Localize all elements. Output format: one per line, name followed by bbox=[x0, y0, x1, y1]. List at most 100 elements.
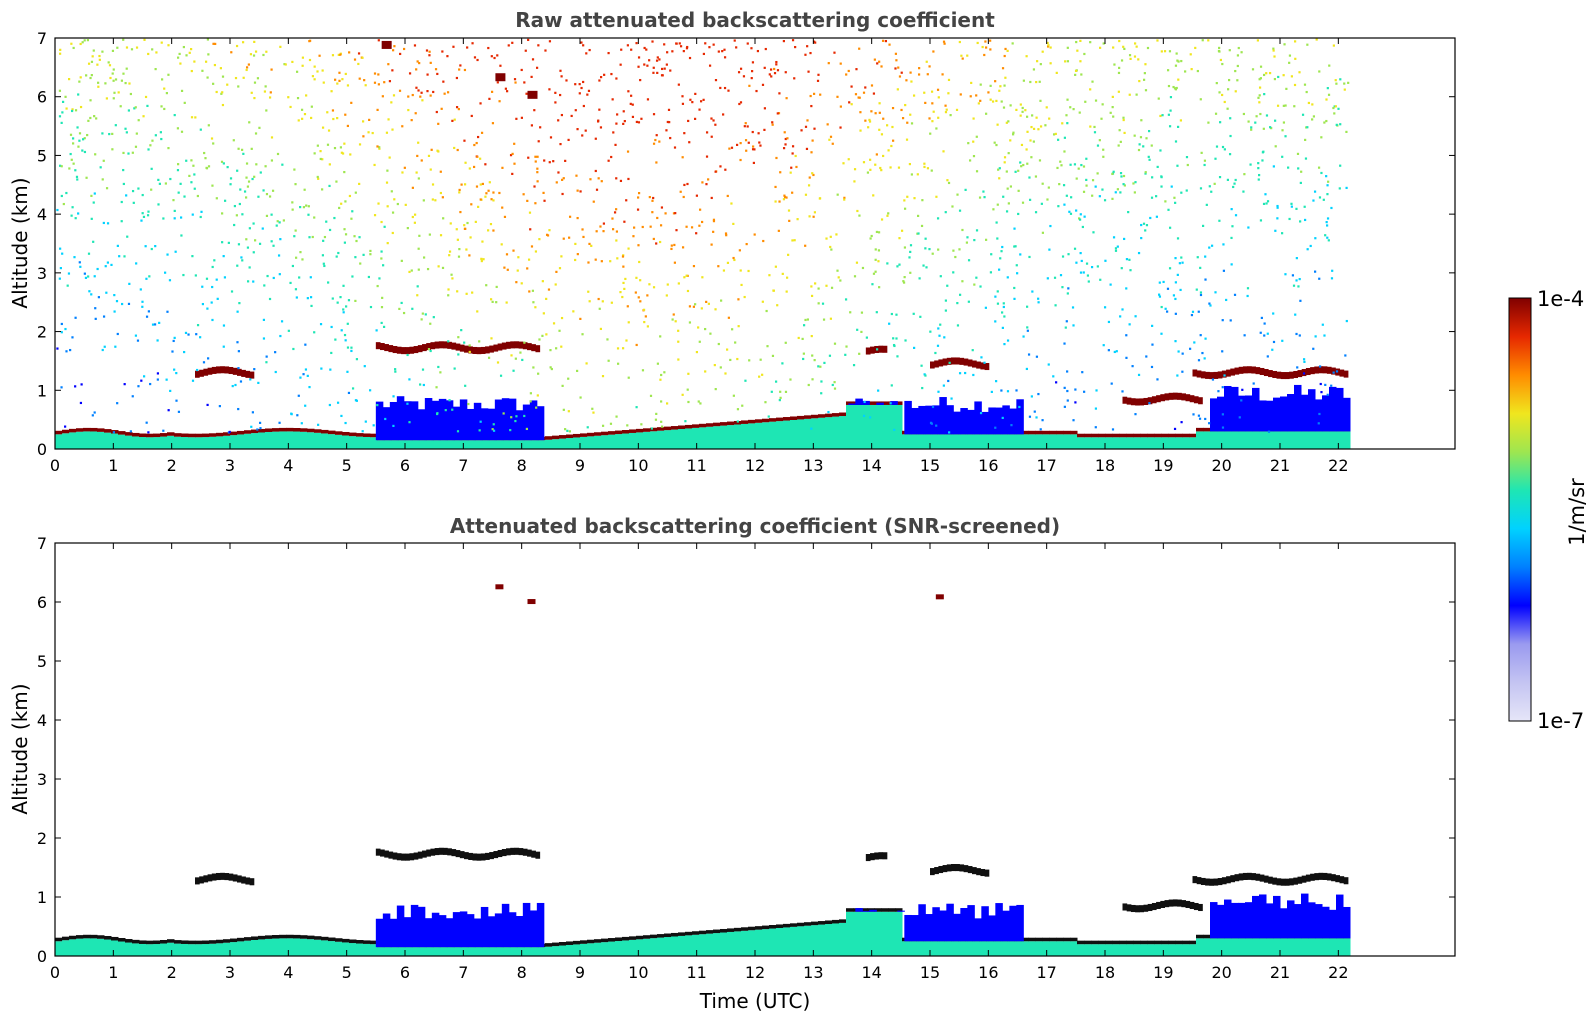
noise-speckle bbox=[757, 132, 760, 135]
aerosol-top-cell bbox=[244, 430, 252, 434]
noise-speckle bbox=[492, 423, 495, 426]
cloud-cell bbox=[1284, 372, 1290, 380]
noise-speckle bbox=[532, 301, 535, 304]
aerosol-cell bbox=[1105, 437, 1113, 449]
noise-speckle bbox=[622, 122, 625, 125]
noise-speckle bbox=[130, 48, 134, 51]
noise-speckle bbox=[173, 368, 176, 371]
noise-speckle bbox=[476, 155, 479, 158]
noise-speckle bbox=[492, 191, 495, 194]
noise-speckle bbox=[167, 409, 170, 412]
noise-speckle bbox=[65, 107, 68, 110]
aerosol-cell bbox=[1140, 944, 1148, 956]
noise-speckle bbox=[458, 191, 461, 194]
residual-layer-cell bbox=[1294, 384, 1302, 432]
noise-speckle bbox=[596, 120, 600, 123]
noise-speckle bbox=[1199, 98, 1202, 101]
noise-speckle bbox=[1207, 121, 1210, 124]
cloud-cell bbox=[980, 362, 986, 370]
noise-speckle bbox=[597, 297, 600, 301]
noise-speckle bbox=[216, 297, 219, 300]
aerosol-cell bbox=[916, 941, 924, 956]
noise-speckle bbox=[1029, 80, 1032, 84]
noise-speckle bbox=[222, 255, 225, 258]
noise-speckle bbox=[1006, 187, 1009, 190]
aerosol-cell bbox=[692, 427, 700, 449]
noise-speckle bbox=[235, 44, 239, 48]
noise-speckle bbox=[1198, 417, 1202, 420]
noise-speckle bbox=[1029, 139, 1032, 142]
noise-speckle bbox=[630, 48, 633, 51]
noise-speckle bbox=[339, 146, 343, 149]
noise-speckle bbox=[58, 277, 61, 280]
noise-speckle bbox=[874, 163, 877, 166]
noise-speckle bbox=[1100, 117, 1103, 120]
aerosol-top-cell bbox=[1196, 934, 1204, 939]
noise-speckle bbox=[357, 62, 360, 66]
noise-speckle bbox=[1021, 201, 1025, 204]
aerosol-top-cell bbox=[1203, 934, 1211, 939]
noise-speckle bbox=[887, 212, 890, 215]
noise-speckle bbox=[1142, 145, 1145, 148]
aerosol-top-cell bbox=[741, 927, 749, 931]
noise-speckle bbox=[937, 96, 940, 99]
noise-speckle bbox=[158, 182, 161, 185]
noise-speckle bbox=[539, 126, 542, 129]
noise-speckle bbox=[924, 101, 927, 105]
noise-speckle bbox=[346, 370, 349, 373]
noise-speckle bbox=[160, 41, 163, 44]
noise-speckle bbox=[480, 259, 483, 263]
aerosol-cell bbox=[426, 947, 434, 956]
high-cloud-fragment bbox=[495, 73, 506, 82]
residual-layer-cell bbox=[1217, 396, 1225, 432]
noise-speckle bbox=[1214, 112, 1218, 115]
noise-speckle bbox=[942, 150, 945, 153]
aerosol-cell bbox=[685, 428, 693, 449]
noise-speckle bbox=[1070, 196, 1073, 199]
noise-speckle bbox=[61, 100, 65, 104]
x-tick-label: 21 bbox=[1270, 456, 1290, 475]
noise-speckle bbox=[1037, 128, 1040, 131]
noise-speckle bbox=[1133, 55, 1137, 58]
noise-speckle bbox=[1030, 156, 1033, 159]
noise-speckle bbox=[414, 112, 417, 115]
cloud-cell bbox=[1181, 900, 1186, 908]
aerosol-cell bbox=[881, 404, 889, 449]
noise-speckle bbox=[479, 420, 482, 423]
noise-speckle bbox=[545, 333, 548, 336]
residual-layer-cell bbox=[1217, 904, 1225, 939]
noise-speckle bbox=[869, 237, 872, 240]
noise-speckle bbox=[1117, 144, 1120, 147]
aerosol-cell bbox=[216, 943, 224, 956]
noise-speckle bbox=[1209, 304, 1212, 307]
noise-speckle bbox=[348, 194, 352, 198]
noise-speckle bbox=[778, 92, 781, 95]
aerosol-cell bbox=[741, 930, 749, 956]
noise-speckle bbox=[1342, 406, 1345, 409]
noise-speckle bbox=[1140, 223, 1143, 227]
noise-speckle bbox=[756, 49, 760, 53]
noise-speckle bbox=[1019, 114, 1022, 117]
noise-speckle bbox=[1034, 175, 1038, 178]
aerosol-cell bbox=[1266, 431, 1274, 449]
noise-speckle bbox=[576, 189, 579, 192]
residual-layer-cell bbox=[946, 903, 954, 942]
noise-speckle bbox=[1293, 83, 1297, 87]
noise-speckle bbox=[910, 122, 914, 125]
noise-speckle bbox=[789, 378, 792, 381]
noise-speckle bbox=[1227, 78, 1231, 82]
noise-speckle bbox=[669, 136, 672, 140]
aerosol-top-cell bbox=[314, 936, 322, 940]
noise-speckle bbox=[1296, 152, 1300, 156]
noise-speckle bbox=[878, 111, 881, 114]
noise-speckle bbox=[179, 182, 182, 185]
noise-speckle bbox=[222, 324, 226, 327]
noise-speckle bbox=[448, 399, 451, 402]
noise-speckle bbox=[1166, 69, 1170, 72]
noise-speckle bbox=[902, 280, 905, 283]
noise-speckle bbox=[86, 39, 90, 42]
noise-speckle bbox=[1274, 145, 1277, 148]
noise-speckle bbox=[1180, 421, 1183, 424]
cloud-cell bbox=[518, 848, 524, 856]
noise-speckle bbox=[369, 253, 372, 256]
